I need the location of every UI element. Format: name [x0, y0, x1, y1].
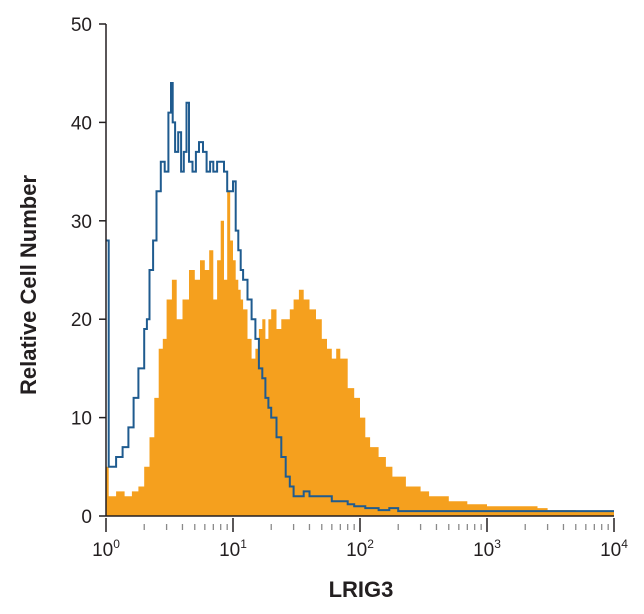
y-tick-label: 10	[71, 409, 92, 430]
y-tick-label: 40	[71, 113, 92, 134]
plot-series	[106, 82, 614, 517]
series-outline-histogram	[106, 82, 614, 513]
x-tick-label: 104	[600, 537, 628, 561]
x-tick-label: 102	[346, 537, 374, 561]
y-axis-title: Relative Cell Number	[16, 175, 41, 396]
y-ticks: 0 10 20 30 40 50	[71, 15, 106, 528]
series-filled-histogram	[106, 191, 614, 517]
y-tick-label: 20	[71, 310, 92, 331]
x-tick-label: 103	[473, 537, 501, 561]
x-tick-label: 101	[219, 537, 247, 561]
y-tick-label: 0	[81, 507, 92, 528]
y-tick-label: 30	[71, 212, 92, 233]
y-tick-label: 50	[71, 15, 92, 36]
x-tick-label: 100	[92, 537, 120, 561]
x-axis-title: LRIG3	[329, 577, 394, 602]
x-ticks: 100 101 102 103 104	[92, 518, 628, 561]
